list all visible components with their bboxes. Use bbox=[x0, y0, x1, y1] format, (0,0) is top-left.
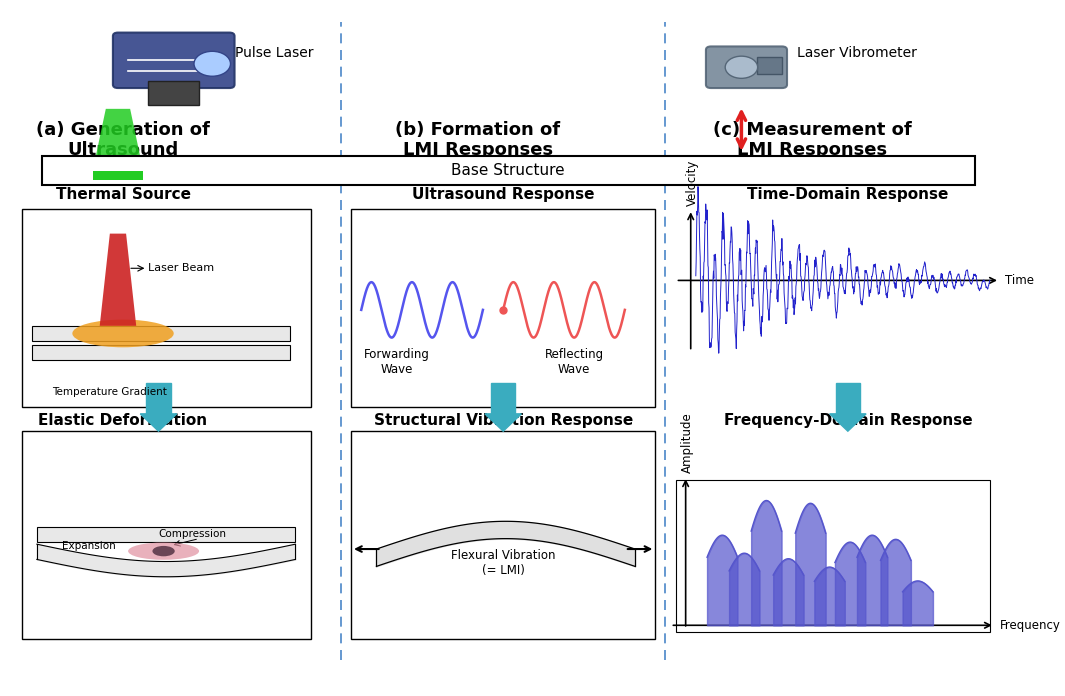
Text: Pulse Laser: Pulse Laser bbox=[234, 47, 313, 61]
Text: Base Structure: Base Structure bbox=[452, 163, 566, 178]
Text: Amplitude: Amplitude bbox=[681, 412, 693, 473]
FancyBboxPatch shape bbox=[42, 156, 974, 185]
FancyBboxPatch shape bbox=[93, 171, 144, 180]
Text: Structural Vibration Response: Structural Vibration Response bbox=[374, 413, 633, 428]
Text: Elastic Deformation: Elastic Deformation bbox=[38, 413, 208, 428]
Text: Compression: Compression bbox=[159, 529, 227, 539]
FancyBboxPatch shape bbox=[37, 527, 295, 542]
Text: (b) Formation of
LMI Responses: (b) Formation of LMI Responses bbox=[395, 120, 560, 159]
FancyBboxPatch shape bbox=[351, 432, 655, 639]
Polygon shape bbox=[485, 414, 522, 432]
Text: Temperature Gradient: Temperature Gradient bbox=[52, 386, 167, 397]
Ellipse shape bbox=[72, 319, 174, 347]
FancyBboxPatch shape bbox=[351, 209, 655, 407]
Text: (c) Measurement of
LMI Responses: (c) Measurement of LMI Responses bbox=[712, 120, 912, 159]
Ellipse shape bbox=[152, 546, 175, 556]
Text: Frequency: Frequency bbox=[1000, 619, 1061, 632]
Text: Flexural Vibration
(= LMI): Flexural Vibration (= LMI) bbox=[450, 549, 556, 577]
FancyBboxPatch shape bbox=[148, 81, 199, 105]
FancyBboxPatch shape bbox=[21, 209, 311, 407]
Polygon shape bbox=[93, 109, 144, 171]
FancyBboxPatch shape bbox=[113, 33, 234, 88]
Polygon shape bbox=[100, 234, 136, 326]
Text: Reflecting
Wave: Reflecting Wave bbox=[544, 348, 604, 376]
Text: Expansion: Expansion bbox=[62, 541, 116, 551]
FancyBboxPatch shape bbox=[675, 480, 989, 632]
Text: Thermal Source: Thermal Source bbox=[55, 187, 191, 203]
Text: Laser Beam: Laser Beam bbox=[148, 263, 214, 274]
FancyBboxPatch shape bbox=[756, 57, 782, 74]
Polygon shape bbox=[830, 414, 866, 432]
Text: (a) Generation of
Ultrasound: (a) Generation of Ultrasound bbox=[36, 120, 210, 159]
Text: Frequency-Domain Response: Frequency-Domain Response bbox=[723, 413, 972, 428]
Text: Ultrasound Response: Ultrasound Response bbox=[412, 187, 594, 203]
Text: Laser Vibrometer: Laser Vibrometer bbox=[798, 47, 917, 61]
FancyBboxPatch shape bbox=[32, 345, 291, 361]
FancyBboxPatch shape bbox=[706, 47, 787, 88]
FancyBboxPatch shape bbox=[32, 326, 291, 341]
Polygon shape bbox=[141, 414, 177, 432]
Polygon shape bbox=[491, 383, 515, 414]
Polygon shape bbox=[146, 383, 170, 414]
Circle shape bbox=[194, 52, 230, 77]
Text: Velocity: Velocity bbox=[686, 159, 699, 206]
Polygon shape bbox=[836, 383, 861, 414]
Ellipse shape bbox=[128, 542, 199, 560]
FancyBboxPatch shape bbox=[21, 432, 311, 639]
Circle shape bbox=[725, 56, 757, 79]
Text: Time-Domain Response: Time-Domain Response bbox=[748, 187, 949, 203]
Text: Time: Time bbox=[1005, 274, 1034, 287]
Text: Forwarding
Wave: Forwarding Wave bbox=[364, 348, 429, 376]
